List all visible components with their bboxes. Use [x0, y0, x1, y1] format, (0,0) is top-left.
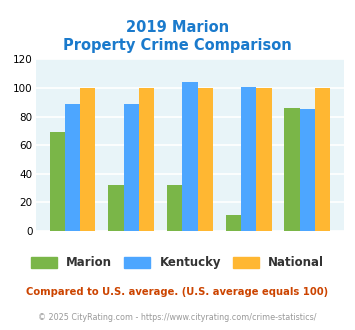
Bar — [124, 104, 139, 231]
Bar — [284, 108, 300, 231]
Bar — [65, 104, 80, 231]
Bar — [300, 110, 315, 231]
Bar — [256, 88, 272, 231]
Text: Property Crime Comparison: Property Crime Comparison — [63, 38, 292, 53]
Legend: Marion, Kentucky, National: Marion, Kentucky, National — [26, 252, 329, 274]
Text: © 2025 CityRating.com - https://www.cityrating.com/crime-statistics/: © 2025 CityRating.com - https://www.city… — [38, 313, 317, 322]
Bar — [80, 88, 95, 231]
Bar — [139, 88, 154, 231]
Bar — [226, 215, 241, 231]
Text: 2019 Marion: 2019 Marion — [126, 20, 229, 35]
Bar — [182, 82, 198, 231]
Bar — [315, 88, 330, 231]
Bar — [198, 88, 213, 231]
Text: Compared to U.S. average. (U.S. average equals 100): Compared to U.S. average. (U.S. average … — [26, 287, 329, 297]
Bar — [50, 132, 65, 231]
Bar — [108, 185, 124, 231]
Bar — [167, 185, 182, 231]
Bar — [241, 86, 256, 231]
